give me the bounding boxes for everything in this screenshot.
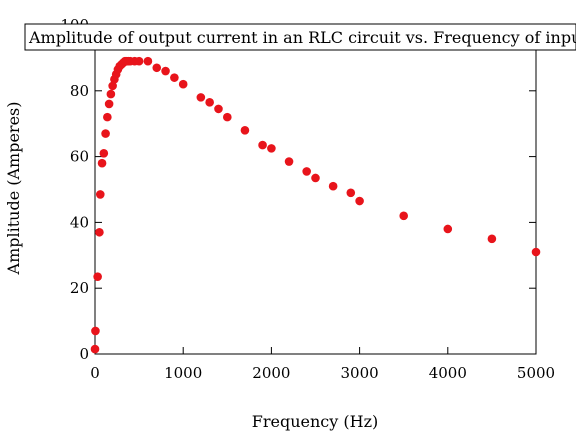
y-tick-label: 60 — [70, 148, 89, 166]
y-tick-label: 20 — [70, 279, 89, 297]
data-point — [97, 158, 107, 168]
data-point — [355, 196, 364, 206]
data-point — [346, 188, 356, 198]
x-axis-ticks: 0 1000 2000 3000 4000 5000 — [90, 25, 555, 382]
data-point — [443, 224, 453, 234]
x-tick-label: 5000 — [517, 364, 555, 382]
data-points — [90, 56, 541, 354]
data-point — [93, 272, 102, 281]
data-point — [487, 234, 497, 244]
data-point — [267, 144, 276, 153]
data-point — [205, 98, 214, 107]
data-point — [223, 112, 232, 122]
x-tick-label: 3000 — [341, 364, 379, 382]
data-point — [170, 73, 179, 82]
data-point — [214, 104, 223, 114]
data-point — [101, 129, 110, 138]
y-axis-label: Amplitude (Amperes) — [4, 102, 23, 276]
chart-title: Amplitude of output current in an RLC ci… — [28, 28, 576, 47]
data-point — [99, 149, 109, 158]
data-point — [311, 173, 320, 183]
data-point — [196, 93, 206, 102]
data-point — [531, 247, 541, 257]
x-tick-label: 0 — [90, 364, 100, 382]
data-point — [134, 56, 144, 66]
y-tick-label: 40 — [70, 213, 89, 231]
data-point — [103, 112, 112, 122]
data-point — [95, 190, 105, 199]
data-point — [95, 227, 104, 237]
data-point — [240, 125, 250, 135]
data-point — [90, 344, 100, 354]
data-point — [258, 140, 267, 150]
data-point — [143, 56, 153, 66]
x-tick-label: 4000 — [429, 364, 467, 382]
data-point — [106, 89, 116, 99]
data-point — [399, 211, 409, 221]
data-point — [302, 167, 311, 176]
data-point — [104, 99, 114, 109]
x-tick-label: 2000 — [252, 364, 290, 382]
data-point — [178, 79, 188, 89]
y-tick-label: 80 — [70, 82, 89, 100]
data-point — [328, 181, 338, 191]
data-point — [91, 326, 100, 336]
plot-area-frame — [94, 24, 537, 355]
y-tick-label: 0 — [79, 345, 89, 363]
data-point — [152, 63, 162, 73]
x-axis-label: Frequency (Hz) — [252, 412, 379, 431]
title-box — [24, 23, 576, 51]
data-point — [161, 66, 170, 76]
data-point — [284, 157, 294, 166]
y-axis-ticks: 020406080100 — [60, 16, 536, 363]
x-tick-label: 1000 — [164, 364, 202, 382]
data-point — [108, 81, 117, 91]
